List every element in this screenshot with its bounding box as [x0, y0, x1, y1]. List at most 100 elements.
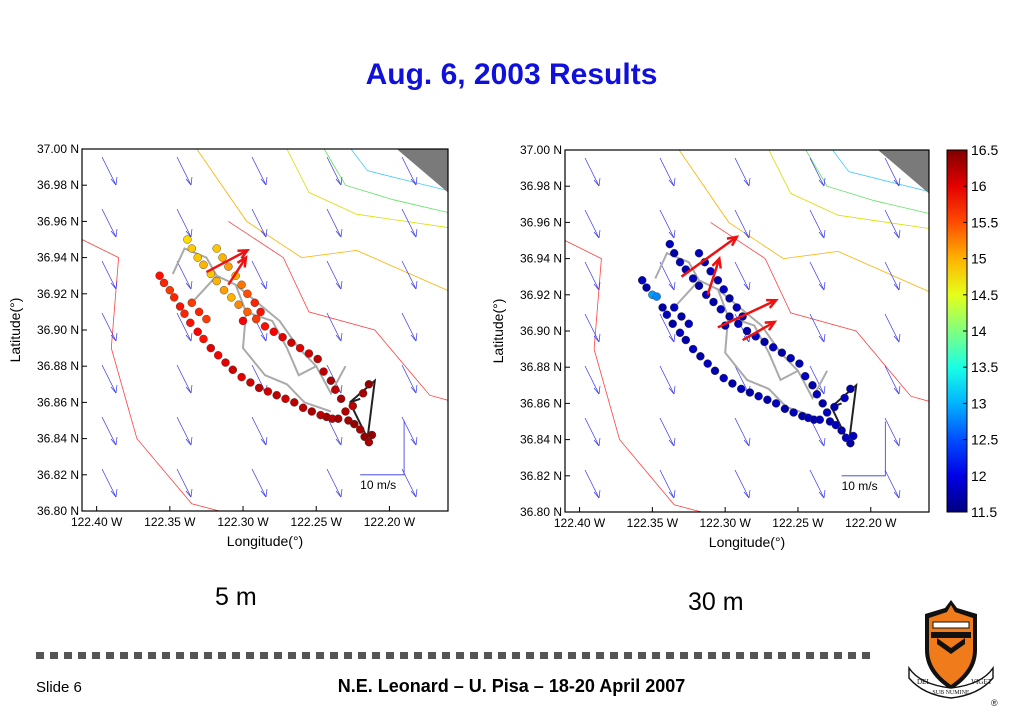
- temperature-point: [745, 388, 755, 397]
- temperature-point: [846, 439, 855, 448]
- velocity-arrow-head: [726, 235, 740, 247]
- temperature-point: [703, 359, 712, 368]
- current-vector: [734, 209, 750, 239]
- colorbar-tick-label: 13.5: [971, 359, 998, 375]
- current-vector-head: [260, 436, 268, 446]
- current-vector-head: [818, 385, 826, 395]
- temperature-point: [234, 300, 243, 309]
- current-vector-head: [410, 488, 418, 498]
- glider-path: [724, 316, 813, 418]
- current-vector: [101, 260, 117, 290]
- velocity-arrow-head: [711, 255, 722, 269]
- current-vector-head: [410, 332, 418, 342]
- temperature-point: [199, 334, 208, 344]
- current-vector-head: [260, 280, 268, 290]
- temperature-point: [221, 358, 230, 367]
- current-vector: [734, 157, 750, 187]
- temperature-point: [199, 260, 208, 269]
- current-vector-head: [410, 436, 418, 446]
- contour-line: [678, 150, 929, 293]
- temperature-point: [815, 415, 824, 424]
- current-vector: [176, 468, 192, 498]
- temperature-point: [677, 312, 686, 321]
- current-vector-head: [110, 280, 118, 290]
- crest-motto-right: VIGET: [971, 678, 993, 686]
- current-vector-head: [668, 177, 676, 187]
- current-vector: [884, 313, 900, 343]
- temperature-point: [193, 327, 202, 336]
- current-vector-head: [260, 228, 268, 238]
- temperature-point: [830, 402, 839, 412]
- temperature-point: [246, 378, 255, 387]
- current-vector: [884, 469, 900, 499]
- x-tick-label: 122.25 W: [772, 516, 824, 530]
- velocity-arrow: [717, 299, 777, 329]
- current-vector-head: [335, 280, 343, 290]
- temperature-point: [228, 365, 238, 374]
- temperature-point: [219, 286, 229, 295]
- current-vector: [659, 261, 675, 291]
- temperature-point: [742, 326, 752, 336]
- velocity-arrow-head: [237, 249, 250, 260]
- y-tick-label: 36.92 N: [520, 288, 562, 302]
- y-tick-label: 36.96 N: [520, 215, 562, 229]
- temperature-point: [642, 283, 651, 292]
- temperature-point: [681, 335, 690, 345]
- current-vector: [734, 261, 750, 291]
- current-vector: [884, 417, 900, 447]
- temperature-point: [298, 403, 308, 412]
- x-tick-label: 122.35 W: [627, 516, 679, 530]
- temperature-point: [183, 235, 192, 244]
- current-vector: [176, 208, 192, 238]
- current-vector-head: [593, 333, 601, 343]
- temperature-point: [818, 399, 827, 408]
- y-tick-label: 37.00 N: [37, 142, 79, 156]
- current-vector: [584, 209, 600, 239]
- glider-path: [171, 247, 218, 304]
- temperature-point: [350, 419, 359, 429]
- temperature-point: [754, 392, 763, 401]
- y-tick-label: 36.94 N: [520, 252, 562, 266]
- current-vector: [809, 157, 825, 187]
- colorbar-tick-label: 14: [971, 323, 987, 339]
- land-patch: [878, 150, 929, 194]
- current-vector-head: [410, 228, 418, 238]
- current-vector: [326, 208, 342, 238]
- current-vector: [251, 156, 267, 186]
- current-vector-head: [110, 228, 118, 238]
- y-tick-label: 36.90 N: [37, 323, 79, 337]
- temperature-point: [313, 354, 322, 364]
- temperature-point: [206, 343, 216, 353]
- temperature-point: [336, 394, 346, 403]
- current-vector: [251, 208, 267, 238]
- temperature-point: [668, 319, 677, 328]
- temperature-point: [169, 293, 179, 302]
- temperature-point: [364, 380, 374, 389]
- temperature-point: [237, 280, 246, 289]
- current-vector: [584, 365, 600, 395]
- current-vector: [584, 313, 600, 343]
- current-vector: [401, 156, 417, 186]
- temperature-point: [675, 328, 685, 337]
- x-tick-label: 122.20 W: [364, 515, 416, 529]
- current-vector-head: [818, 437, 826, 447]
- contour-line: [805, 150, 929, 214]
- y-axis-label: Latitude(°): [490, 299, 506, 364]
- temperature-point: [227, 293, 236, 302]
- contour-line: [768, 150, 929, 229]
- glider-path: [654, 251, 701, 309]
- current-vector: [176, 364, 192, 394]
- temperature-point: [670, 303, 679, 312]
- current-vector-head: [668, 281, 676, 291]
- current-vector-head: [668, 489, 676, 499]
- x-tick-label: 122.20 W: [845, 516, 897, 530]
- temperature-point: [243, 307, 252, 317]
- current-vector-head: [893, 229, 901, 239]
- temperature-point: [237, 372, 246, 382]
- temperature-point: [180, 309, 189, 318]
- current-vector-head: [743, 229, 751, 239]
- current-vector-head: [185, 332, 193, 342]
- temperature-point: [684, 319, 693, 328]
- temperature-point: [194, 307, 204, 317]
- current-vector-head: [893, 177, 901, 187]
